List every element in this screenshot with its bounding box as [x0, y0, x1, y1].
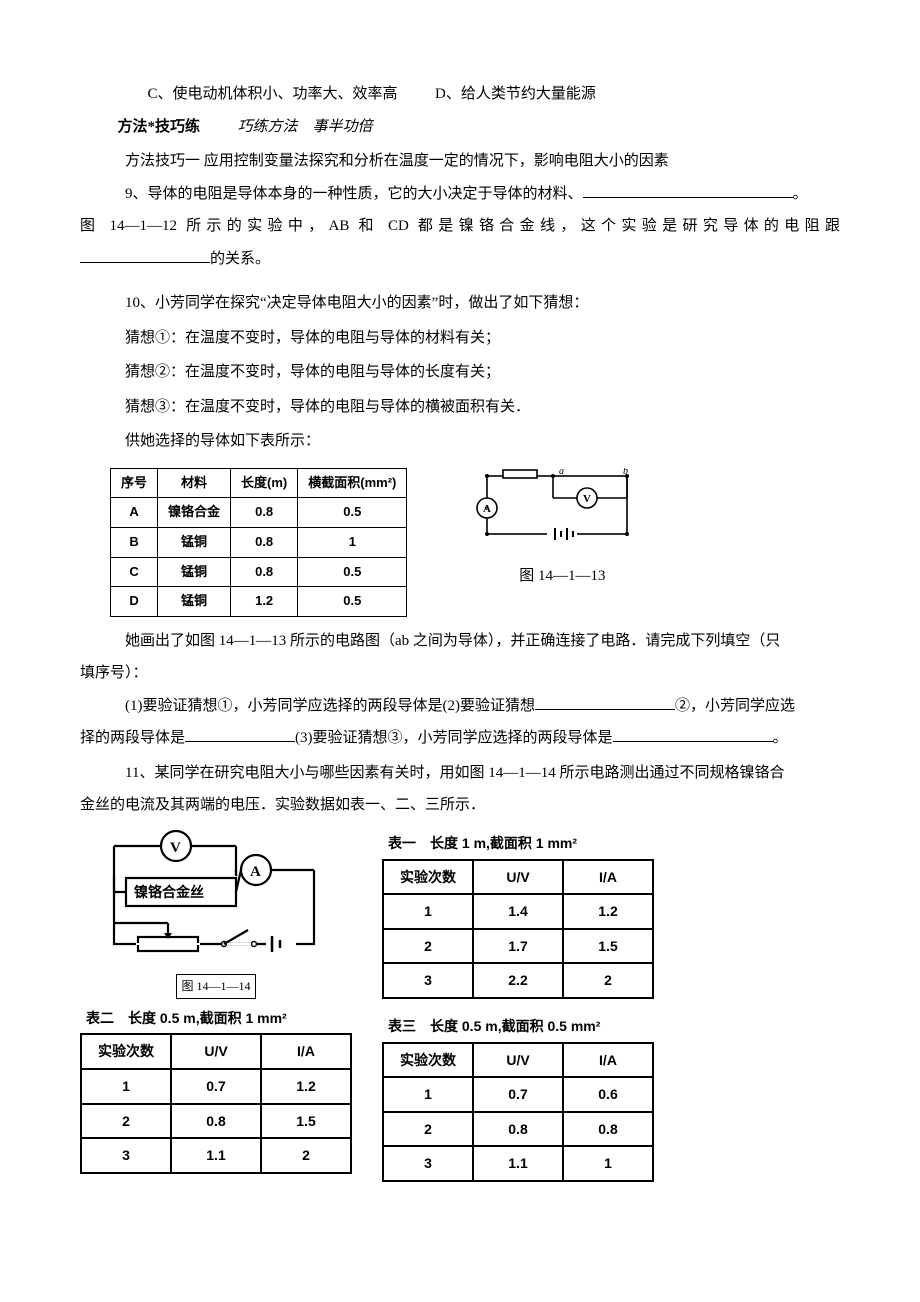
q10-fill-line2: 择的两段导体是(3)要验证猜想③，小芳同学应选择的两段导体是。 — [80, 724, 840, 753]
q10-blank-1[interactable] — [535, 695, 675, 710]
q10-fill-b: ②，小芳同学应选 — [675, 698, 795, 714]
exp-table-header: 实验次数 U/V I/A — [383, 860, 653, 895]
q10-blank-2[interactable] — [185, 727, 295, 742]
option-d: D、给人类节约大量能源 — [435, 86, 596, 102]
table-row: 10.71.2 — [81, 1069, 351, 1104]
exp-table-header: 实验次数 U/V I/A — [383, 1043, 653, 1078]
q11-figure-row: V 镍铬合金丝 A 图 14—1—14 表二 长度 0.5 m,截面积 1 mm² … — [80, 830, 840, 1182]
q10-guess-3: 猜想③：在温度不变时，导体的电阻与导体的横被面积有关． — [80, 393, 840, 422]
q10-fill-line1: (1)要验证猜想①，小芳同学应选择的两段导体是(2)要验证猜想 ②，小芳同学应选 — [80, 692, 840, 721]
table-2-title: 表二 长度 0.5 m,截面积 1 mm² — [86, 1005, 352, 1032]
option-c: C、使电动机体积小、功率大、效率高 — [148, 86, 398, 102]
table-row: 31.11 — [383, 1146, 653, 1181]
q11-line2: 金丝的电流及其两端的电压．实验数据如表一、二、三所示． — [80, 791, 840, 820]
table-row: 21.71.5 — [383, 929, 653, 964]
table-1-wrap: 表一 长度 1 m,截面积 1 mm² 实验次数 U/V I/A 11.41.2… — [382, 830, 654, 999]
th-length: 长度(m) — [231, 468, 298, 498]
svg-text:A: A — [483, 503, 491, 515]
q10-fill-a: (1)要验证猜想①，小芳同学应选择的两段导体是(2)要验证猜想 — [125, 698, 535, 714]
table-row: D锰铜1.20.5 — [111, 587, 407, 617]
table-row: A镍铬合金0.80.5 — [111, 498, 407, 528]
svg-text:V: V — [583, 493, 591, 505]
right-tables: 表一 长度 1 m,截面积 1 mm² 实验次数 U/V I/A 11.41.2… — [382, 830, 654, 1182]
q10-guess-2: 猜想②：在温度不变时，导体的电阻与导体的长度有关； — [80, 358, 840, 387]
left-stack: V 镍铬合金丝 A 图 14—1—14 表二 长度 0.5 m,截面积 1 mm² … — [80, 830, 352, 1174]
option-line: C、使电动机体积小、功率大、效率高 D、给人类节约大量能源 — [80, 80, 840, 109]
table-row: 20.81.5 — [81, 1104, 351, 1139]
table-row: B锰铜0.81 — [111, 527, 407, 557]
table-row: 11.41.2 — [383, 894, 653, 929]
q10-fill-c: 择的两段导体是 — [80, 730, 185, 746]
q10-fill-d: (3)要验证猜想③，小芳同学应选择的两段导体是 — [295, 730, 613, 746]
exp-table-3: 实验次数 U/V I/A 10.70.6 20.80.8 31.11 — [382, 1042, 654, 1182]
table-row: C锰铜0.80.5 — [111, 557, 407, 587]
q9-blank-2[interactable] — [80, 248, 210, 263]
table-row: 32.22 — [383, 963, 653, 998]
q9-line2: 图 14—1—12 所示的实验中，AB 和 CD 都是镍铬合金线，这个实验是研究… — [80, 212, 840, 241]
th-area: 横截面积(mm²) — [298, 468, 407, 498]
table-1-title: 表一 长度 1 m,截面积 1 mm² — [388, 830, 654, 857]
q9-text-a: 9、导体的电阻是导体本身的一种性质，它的大小决定于导体的材料、 — [125, 186, 583, 202]
q9-line3: 的关系。 — [80, 245, 840, 274]
method-heading: 方法*技巧练 巧练方法 事半功倍 — [80, 113, 840, 142]
circuit-figure-13: abAV 图 14—1—13 — [467, 468, 657, 591]
method-label: 方法*技巧练 — [118, 119, 201, 135]
exp-table-header: 实验次数 U/V I/A — [81, 1034, 351, 1069]
q9-text-b-pre: 图 14—1—12 所示的实验中，AB 和 CD 都是镍铬合金线，这个实验是研究… — [80, 218, 840, 234]
fig13-caption: 图 14—1—13 — [519, 562, 605, 591]
th-seq: 序号 — [111, 468, 158, 498]
th-material: 材料 — [158, 468, 231, 498]
exp-table-2: 实验次数 U/V I/A 10.71.2 20.81.5 31.12 — [80, 1033, 352, 1173]
q10-after-1b: 填序号）： — [80, 659, 840, 688]
q10-guess-1: 猜想①：在温度不变时，导体的电阻与导体的材料有关； — [80, 324, 840, 353]
table-3-wrap: 表三 长度 0.5 m,截面积 0.5 mm² 实验次数 U/V I/A 10.… — [382, 1013, 654, 1182]
q10-choose: 供她选择的导体如下表所示： — [80, 427, 840, 456]
q9-blank-1[interactable] — [583, 183, 793, 198]
q10-figure-row: 序号 材料 长度(m) 横截面积(mm²) A镍铬合金0.80.5 B锰铜0.8… — [110, 468, 840, 617]
table-row: 20.80.8 — [383, 1112, 653, 1147]
svg-text:a: a — [559, 468, 564, 477]
q10-after-1a: 她画出了如图 14—1—13 所示的电路图（ab 之间为导体），并正确连接了电路… — [80, 627, 840, 656]
conductor-table-header: 序号 材料 长度(m) 横截面积(mm²) — [111, 468, 407, 498]
q11-line1: 11、某同学在研究电阻大小与哪些因素有关时，用如图 14—1—14 所示电路测出… — [80, 759, 840, 788]
table-row: 10.70.6 — [383, 1077, 653, 1112]
q10-blank-3[interactable] — [613, 727, 773, 742]
exp-table-1: 实验次数 U/V I/A 11.41.2 21.71.5 32.22 — [382, 859, 654, 999]
table-2-wrap: 表二 长度 0.5 m,截面积 1 mm² 实验次数 U/V I/A 10.71… — [80, 1005, 352, 1174]
q9-line1: 9、导体的电阻是导体本身的一种性质，它的大小决定于导体的材料、。 — [80, 180, 840, 209]
svg-text:镍铬合金丝: 镍铬合金丝 — [134, 884, 204, 901]
table-3-title: 表三 长度 0.5 m,截面积 0.5 mm² — [388, 1013, 654, 1040]
method-tip-1: 方法技巧一 应用控制变量法探究和分析在温度一定的情况下，影响电阻大小的因素 — [80, 147, 840, 176]
svg-text:V: V — [170, 840, 181, 856]
fig14-caption: 图 14—1—14 — [176, 974, 255, 999]
q9-text-b-post: 的关系。 — [210, 251, 270, 267]
conductor-table: 序号 材料 长度(m) 横截面积(mm²) A镍铬合金0.80.5 B锰铜0.8… — [110, 468, 407, 617]
circuit-diagram-icon: abAV — [467, 468, 657, 558]
q10-intro: 10、小芳同学在探究“决定导体电阻大小的因素”时，做出了如下猜想： — [80, 289, 840, 318]
circuit-14-icon: V 镍铬合金丝 A — [96, 830, 336, 970]
method-slogan: 巧练方法 事半功倍 — [238, 119, 373, 135]
table-row: 31.12 — [81, 1138, 351, 1173]
svg-text:A: A — [250, 864, 261, 880]
